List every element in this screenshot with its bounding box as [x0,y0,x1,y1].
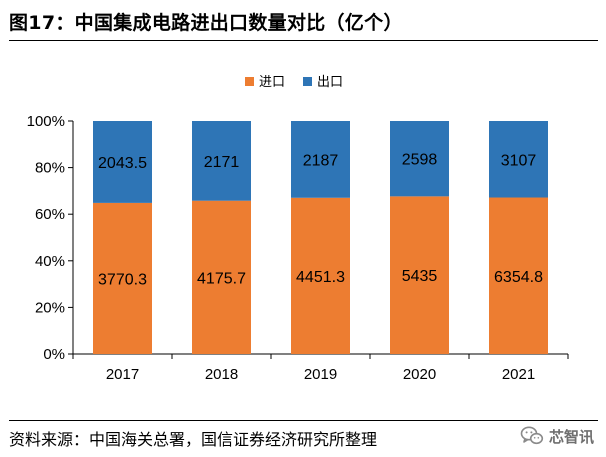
data-label-export-2020: 2598 [402,152,438,169]
bar-import-2018 [192,200,251,354]
bar-export-2017 [93,121,152,203]
source-note: 资料来源：中国海关总署，国信证券经济研究所整理 [9,430,378,449]
legend-label-1: 进口 [259,74,285,89]
bar-export-2021 [489,121,548,198]
data-label-export-2017: 2043.5 [98,155,147,172]
source-divider [9,420,598,421]
watermark: 芯智讯 [520,423,594,449]
x-tick-label-2021: 2021 [502,366,535,383]
x-tick-label-2017: 2017 [106,366,139,383]
bar-export-2020 [390,121,449,197]
x-tick-label-2019: 2019 [304,366,337,383]
bar-export-2018 [192,121,251,201]
legend-swatch-2 [303,77,312,86]
data-label-import-2017: 3770.3 [98,271,147,288]
data-label-import-2018: 4175.7 [197,270,246,287]
y-tick-label: 100% [27,113,65,130]
data-label-export-2021: 3107 [501,152,537,169]
bar-import-2017 [93,202,152,354]
x-tick-label-2018: 2018 [205,366,238,383]
legend-label-2: 出口 [317,74,343,89]
bar-export-2019 [291,121,350,198]
y-tick-label: 60% [35,206,65,223]
figure-title: 图17：中国集成电路进出口数量对比（亿个） [9,12,403,34]
title-divider [9,40,598,41]
y-tick-label: 0% [43,346,65,363]
x-tick-label-2020: 2020 [403,366,436,383]
y-tick-label: 80% [35,160,65,177]
watermark-text: 芯智讯 [548,427,594,446]
data-label-export-2019: 2187 [303,152,339,169]
data-label-import-2019: 4451.3 [296,269,345,286]
y-tick-label: 20% [35,299,65,316]
y-tick-label: 40% [35,253,65,270]
data-label-import-2021: 6354.8 [494,269,543,286]
data-label-import-2020: 5435 [402,268,438,285]
bar-import-2021 [489,197,548,354]
bar-import-2019 [291,197,350,354]
stacked-bar-chart: 进口 出口 0% 20% 40% 60% 80% 100% 3770.3 2043.5 2017 41… [27,74,569,383]
wechat-icon [520,426,544,445]
data-label-export-2018: 2171 [204,154,240,171]
legend-swatch-1 [245,77,254,86]
bar-import-2020 [390,196,449,354]
